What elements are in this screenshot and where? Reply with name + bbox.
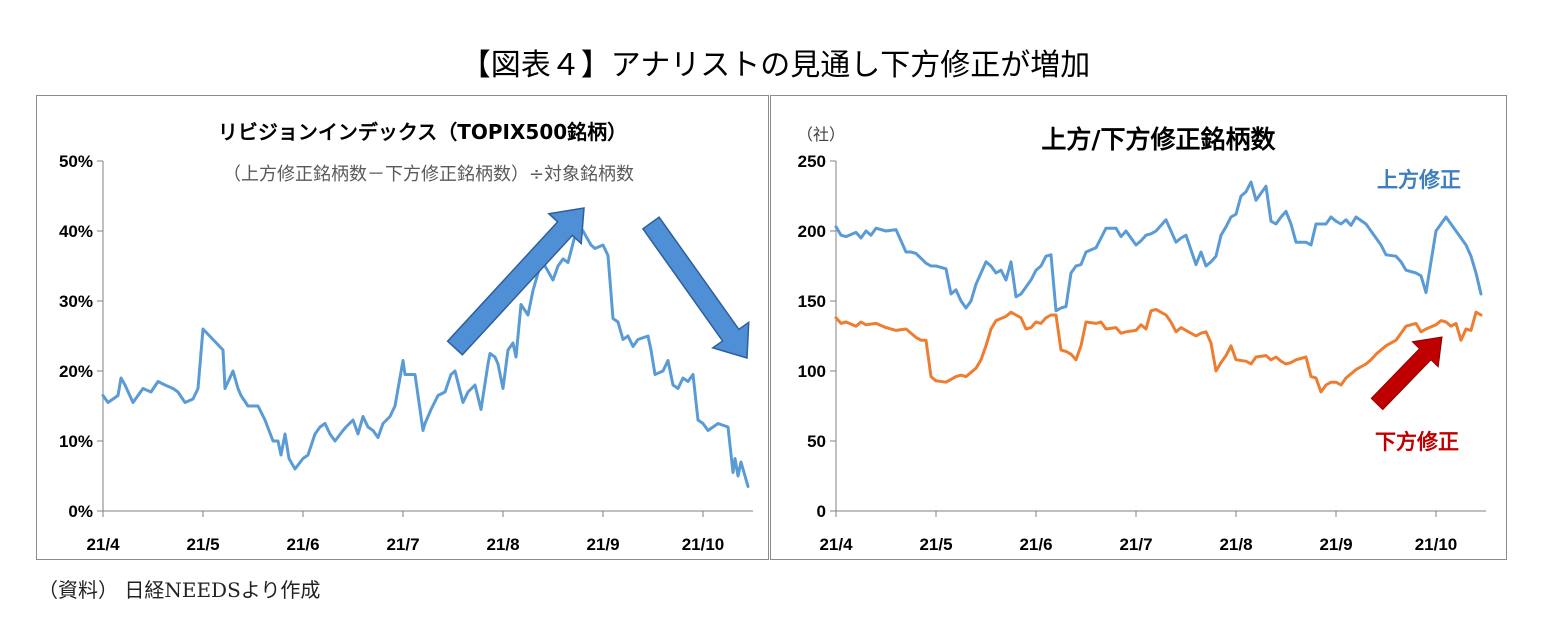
left-y-tick-label: 0% bbox=[68, 502, 93, 521]
right-x-tick-label: 21/7 bbox=[1119, 535, 1152, 554]
series-label-upward: 上方修正 bbox=[1377, 168, 1461, 192]
right-x-tick-label: 21/4 bbox=[819, 535, 853, 554]
figure-title: 【図表４】アナリストの見通し下方修正が増加 bbox=[460, 48, 1091, 83]
left-chart-title: リビジョンインデックス（TOPIX500銘柄） bbox=[217, 120, 628, 144]
right-series-line-0 bbox=[834, 180, 1483, 313]
left-y-tick-label: 10% bbox=[59, 432, 93, 451]
down-arrow-decoration bbox=[641, 216, 750, 359]
left-x-tick-label: 21/10 bbox=[682, 535, 725, 554]
left-chart-panel: 0% 10% 20% 30% 40% 50% 21/4 21/5 21/6 21/7 21/8 21/… bbox=[36, 95, 769, 560]
right-series-line-1 bbox=[834, 307, 1483, 394]
source-note: （資料） 日経NEEDSより作成 bbox=[38, 578, 321, 602]
right-x-tick-label: 21/8 bbox=[1219, 535, 1252, 554]
series-label-downward: 下方修正 bbox=[1375, 430, 1459, 454]
left-arrows bbox=[446, 207, 750, 359]
right-y-tick-label: 200 bbox=[798, 222, 826, 241]
left-x-tick-label: 21/4 bbox=[86, 535, 120, 554]
left-y-tick-label: 20% bbox=[59, 362, 93, 381]
right-y-tick-label: 150 bbox=[798, 292, 826, 311]
right-y-tick-label: 0 bbox=[817, 502, 826, 521]
right-chart-unit: （社） bbox=[797, 125, 846, 144]
left-x-tick-label: 21/6 bbox=[286, 535, 319, 554]
left-chart-svg: 0% 10% 20% 30% 40% 50% 21/4 21/5 21/6 21/7 21/8 21/… bbox=[59, 152, 753, 554]
right-y-tick-label: 100 bbox=[798, 362, 826, 381]
right-chart-panel: 0 50 100 150 200 250 21/4 21/5 21/6 21/7 21/8 21/9 2… bbox=[770, 95, 1507, 560]
right-y-tick-label: 50 bbox=[807, 432, 826, 451]
left-x-tick-label: 21/7 bbox=[386, 535, 419, 554]
left-series-line-0 bbox=[101, 222, 750, 488]
left-y-tick-label: 50% bbox=[59, 152, 93, 171]
left-chart-subtitle: （上方修正銘柄数－下方修正銘柄数）÷対象銘柄数 bbox=[222, 164, 635, 185]
up-arrow-decoration bbox=[446, 207, 585, 356]
left-x-tick-label: 21/9 bbox=[586, 535, 619, 554]
right-x-tick-label: 21/9 bbox=[1319, 535, 1352, 554]
left-x-tick-label: 21/8 bbox=[486, 535, 519, 554]
right-y-tick-label: 250 bbox=[798, 152, 826, 171]
right-x-tick-label: 21/6 bbox=[1019, 535, 1052, 554]
right-x-tick-label: 21/10 bbox=[1415, 535, 1458, 554]
left-y-tick-label: 40% bbox=[59, 222, 93, 241]
right-x-tick-label: 21/5 bbox=[919, 535, 952, 554]
right-chart-title: 上方/下方修正銘柄数 bbox=[1041, 125, 1276, 154]
left-x-tick-label: 21/5 bbox=[186, 535, 219, 554]
right-chart-svg: 0 50 100 150 200 250 21/4 21/5 21/6 21/7 21/8 21/9 2… bbox=[798, 152, 1486, 554]
red-arrow-decoration bbox=[1370, 336, 1443, 411]
left-y-tick-label: 30% bbox=[59, 292, 93, 311]
